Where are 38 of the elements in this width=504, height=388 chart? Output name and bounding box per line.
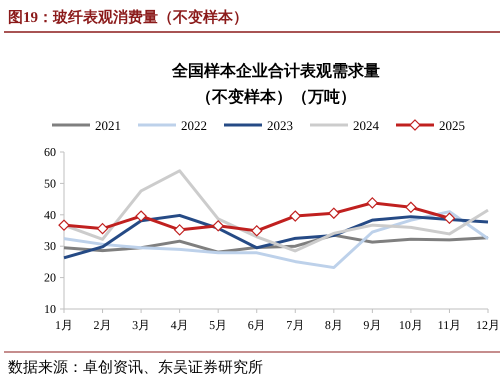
point (135, 210, 147, 222)
point (58, 220, 70, 231)
source-note: 数据来源：卓创资讯、东吴证券研究所 (8, 359, 263, 376)
point (405, 202, 417, 213)
x-tick-label: 11月 (438, 318, 462, 332)
point (251, 225, 262, 236)
y-tick-label: 30 (44, 239, 56, 254)
x-tick-label: 3月 (132, 318, 150, 332)
x-tick-label: 9月 (363, 318, 382, 332)
y-tick-label: 20 (44, 270, 56, 285)
point (328, 208, 340, 219)
x-tick-label: 8月 (324, 318, 343, 332)
x-tick-label: 10月 (398, 318, 423, 332)
y-tick-label: 60 (44, 145, 56, 159)
chart-title: 图19：玻纤表观消费量（不变样本） (8, 8, 248, 26)
y-tick-label: 10 (44, 302, 56, 316)
legend-label: 2023 (267, 118, 293, 133)
x-tick-label: 1月 (55, 318, 73, 332)
point (212, 220, 224, 232)
point (174, 224, 186, 236)
point (290, 210, 301, 222)
x-tick-label: 12月 (476, 318, 500, 332)
chart-subtitle: 全国样本企业合计表观需求量（不变样本）（万吨） (171, 62, 380, 106)
point (96, 223, 108, 234)
point (444, 212, 456, 224)
line-series (62, 210, 490, 270)
x-tick-label: 2月 (94, 318, 112, 332)
x-tick-label: 6月 (248, 318, 266, 332)
x-tick-label: 4月 (170, 318, 189, 332)
y-tick-label: 40 (44, 208, 56, 222)
legend-label: 2024 (353, 118, 380, 133)
point (366, 197, 378, 208)
x-tick-label: 7月 (286, 318, 304, 332)
x-tick-label: 5月 (209, 318, 228, 332)
legend-label: 2021 (95, 118, 121, 133)
legend-label: 2022 (181, 118, 207, 133)
legend-label: 2025 (439, 118, 465, 133)
y-tick-label: 50 (44, 176, 56, 190)
